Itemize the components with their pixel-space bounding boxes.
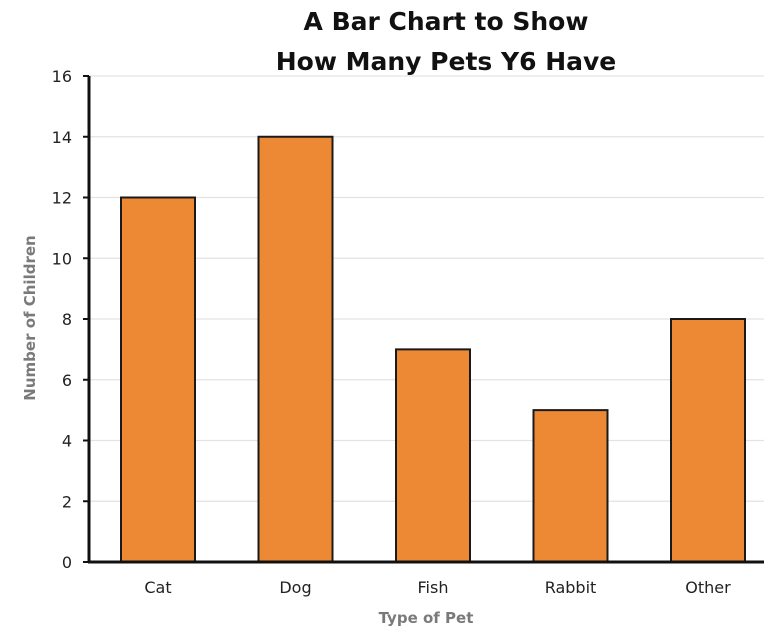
y-tick-label: 6 bbox=[62, 371, 72, 390]
y-axis-title: Number of Children bbox=[21, 235, 39, 400]
x-category-label: Other bbox=[685, 578, 731, 597]
y-tick-label: 14 bbox=[52, 128, 72, 147]
bar-cat bbox=[120, 196, 196, 563]
chart-title-line-1: A Bar Chart to Show bbox=[304, 7, 589, 36]
y-tick-label: 4 bbox=[62, 432, 72, 451]
chart-title-line-2: How Many Pets Y6 Have bbox=[276, 47, 617, 76]
y-tick-label: 8 bbox=[62, 310, 72, 329]
chart-title: A Bar Chart to Show How Many Pets Y6 Hav… bbox=[276, 7, 617, 76]
x-category-label: Rabbit bbox=[545, 578, 597, 597]
y-tick-label: 2 bbox=[62, 492, 72, 511]
y-tick-label: 12 bbox=[52, 189, 72, 208]
x-category-label: Dog bbox=[279, 578, 311, 597]
y-tick-label: 10 bbox=[52, 249, 72, 268]
bars bbox=[120, 135, 746, 563]
x-category-label: Cat bbox=[144, 578, 171, 597]
x-axis-title: Type of Pet bbox=[379, 609, 474, 627]
x-category-labels: Cat Dog Fish Rabbit Other bbox=[144, 578, 731, 597]
bar-rabbit bbox=[532, 409, 609, 563]
y-tick-label: 16 bbox=[52, 67, 72, 86]
y-tick-labels: 0 2 4 6 8 10 12 14 16 bbox=[52, 67, 89, 572]
y-tick-label: 0 bbox=[62, 553, 72, 572]
bar-fish bbox=[395, 348, 471, 563]
x-category-label: Fish bbox=[418, 578, 449, 597]
bar-other bbox=[670, 318, 746, 563]
bar-dog bbox=[257, 135, 334, 563]
